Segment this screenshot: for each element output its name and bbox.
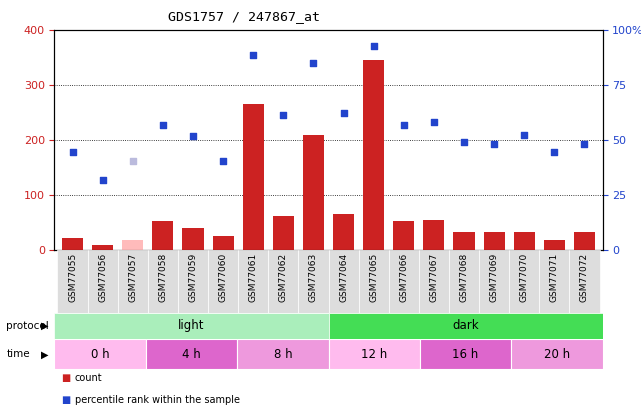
Text: GSM77072: GSM77072: [580, 253, 589, 302]
Text: GSM77061: GSM77061: [249, 253, 258, 303]
Bar: [237, 339, 328, 369]
Bar: [88, 250, 118, 313]
Bar: [394, 222, 414, 250]
Text: GSM77065: GSM77065: [369, 253, 378, 303]
Bar: [511, 339, 603, 369]
Bar: [243, 104, 263, 250]
Point: [308, 60, 319, 66]
Text: GSM77067: GSM77067: [429, 253, 438, 303]
Bar: [148, 250, 178, 313]
Point: [489, 141, 499, 148]
Bar: [54, 339, 146, 369]
Text: GSM77063: GSM77063: [309, 253, 318, 303]
Point: [459, 139, 469, 145]
Text: GSM77069: GSM77069: [490, 253, 499, 303]
Bar: [62, 238, 83, 250]
Text: 20 h: 20 h: [544, 348, 570, 361]
Text: GSM77066: GSM77066: [399, 253, 408, 303]
Text: GSM77057: GSM77057: [128, 253, 137, 303]
Bar: [299, 250, 328, 313]
Text: ▶: ▶: [41, 321, 49, 331]
Bar: [423, 220, 444, 250]
Point: [97, 176, 108, 183]
Text: 8 h: 8 h: [274, 348, 292, 361]
Bar: [420, 339, 511, 369]
Bar: [453, 232, 474, 250]
Bar: [513, 232, 535, 250]
Bar: [118, 250, 148, 313]
Text: GSM77062: GSM77062: [279, 253, 288, 302]
Bar: [213, 236, 234, 250]
Bar: [479, 250, 509, 313]
Bar: [569, 250, 599, 313]
Point: [67, 149, 78, 156]
Point: [369, 43, 379, 50]
Point: [549, 149, 560, 156]
Text: GSM77056: GSM77056: [98, 253, 107, 303]
Text: GDS1757 / 247867_at: GDS1757 / 247867_at: [167, 10, 320, 23]
Point: [399, 122, 409, 128]
Point: [338, 109, 349, 116]
Bar: [54, 313, 328, 339]
Bar: [146, 339, 237, 369]
Point: [188, 132, 198, 139]
Text: light: light: [178, 320, 204, 333]
Text: 4 h: 4 h: [182, 348, 201, 361]
Text: 16 h: 16 h: [453, 348, 479, 361]
Bar: [419, 250, 449, 313]
Bar: [388, 250, 419, 313]
Bar: [58, 250, 88, 313]
Text: dark: dark: [452, 320, 479, 333]
Text: ■: ■: [61, 373, 70, 383]
Point: [519, 131, 529, 138]
Bar: [328, 313, 603, 339]
Text: count: count: [75, 373, 103, 383]
Text: ▶: ▶: [41, 349, 49, 359]
Text: time: time: [6, 349, 30, 359]
Text: GSM77064: GSM77064: [339, 253, 348, 302]
Bar: [269, 250, 299, 313]
Bar: [544, 240, 565, 250]
Bar: [273, 216, 294, 250]
Text: GSM77059: GSM77059: [188, 253, 197, 303]
Bar: [303, 134, 324, 250]
Bar: [208, 250, 238, 313]
Bar: [178, 250, 208, 313]
Bar: [539, 250, 569, 313]
Point: [579, 141, 590, 148]
Bar: [122, 240, 144, 250]
Bar: [574, 232, 595, 250]
Text: GSM77068: GSM77068: [460, 253, 469, 303]
Bar: [509, 250, 539, 313]
Bar: [328, 339, 420, 369]
Text: GSM77071: GSM77071: [550, 253, 559, 303]
Point: [429, 119, 439, 126]
Bar: [333, 214, 354, 250]
Text: 0 h: 0 h: [91, 348, 110, 361]
Text: GSM77060: GSM77060: [219, 253, 228, 303]
Text: GSM77058: GSM77058: [158, 253, 167, 303]
Point: [158, 122, 168, 128]
Text: ■: ■: [61, 395, 70, 405]
Text: percentile rank within the sample: percentile rank within the sample: [75, 395, 240, 405]
Point: [248, 51, 258, 58]
Bar: [483, 232, 504, 250]
Bar: [449, 250, 479, 313]
Bar: [238, 250, 269, 313]
Bar: [358, 250, 388, 313]
Text: protocol: protocol: [6, 321, 49, 331]
Point: [278, 112, 288, 119]
Bar: [153, 222, 174, 250]
Bar: [183, 228, 204, 250]
Bar: [363, 60, 384, 250]
Bar: [328, 250, 358, 313]
Point: [218, 158, 228, 164]
Bar: [92, 245, 113, 250]
Text: 12 h: 12 h: [361, 348, 387, 361]
Text: GSM77070: GSM77070: [520, 253, 529, 303]
Point: [128, 158, 138, 164]
Text: GSM77055: GSM77055: [68, 253, 77, 303]
